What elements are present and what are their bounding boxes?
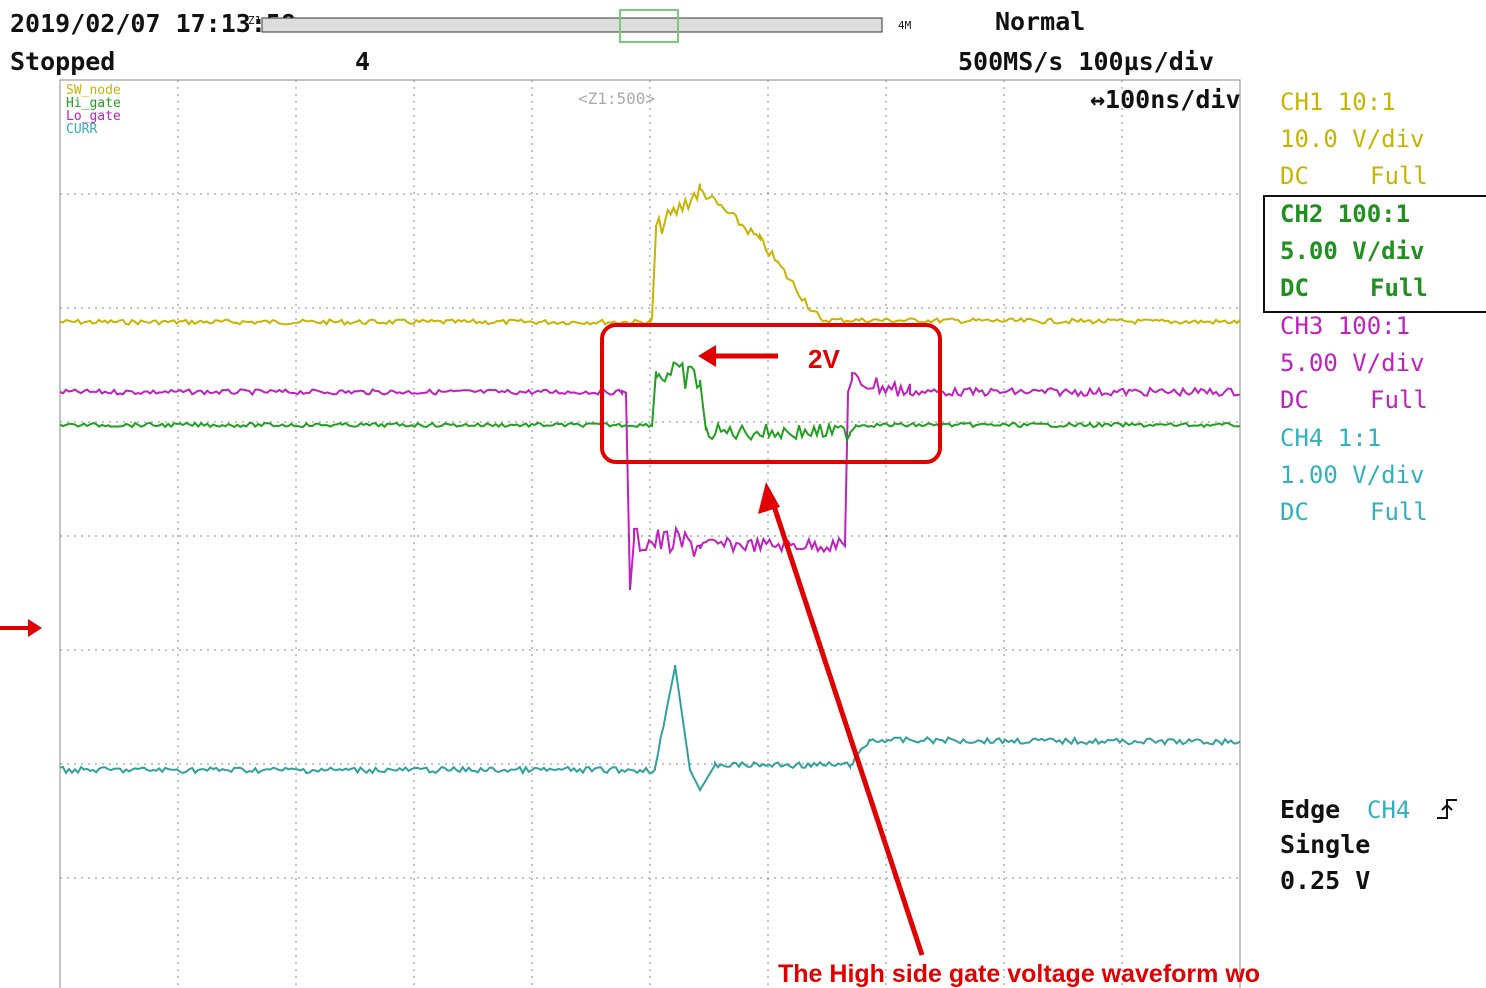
page: 2019/02/07 17:13:58 Z1 4M Normal Stopped… xyxy=(0,0,1486,988)
channel-name: CH4 1:1 xyxy=(1280,424,1381,452)
trigger-source: CH4 xyxy=(1367,796,1410,824)
note: The High side gate voltage waveform wo xyxy=(778,960,1260,988)
channel-bandwidth: Full xyxy=(1370,162,1428,190)
channel-scale: 10.0 V/div xyxy=(1280,125,1425,153)
channel-bandwidth: Full xyxy=(1370,498,1428,526)
trigger-type: Edge xyxy=(1280,795,1340,824)
record: 4 xyxy=(355,47,370,76)
channel-panel: CH1 10:1 10.0 V/div DC Full CH2 100:1 5.00 V/… xyxy=(1280,88,1428,526)
box-label: 2V xyxy=(808,344,840,374)
record-bar xyxy=(262,18,882,32)
trigger-mode: Normal xyxy=(995,7,1085,36)
zoom-label: <Z1:500> xyxy=(578,89,655,108)
scope-screen: 2019/02/07 17:13:58 Z1 4M Normal Stopped… xyxy=(0,0,1486,988)
channel-name: CH3 100:1 xyxy=(1280,312,1410,340)
channel-coupling: DC xyxy=(1280,162,1309,190)
channel-coupling: DC xyxy=(1280,498,1309,526)
channel-bandwidth: Full xyxy=(1370,274,1428,302)
channel-scale: 1.00 V/div xyxy=(1280,461,1425,489)
channel-coupling: DC xyxy=(1280,386,1309,414)
channel-coupling: DC xyxy=(1280,274,1309,302)
channel-bandwidth: Full xyxy=(1370,386,1428,414)
zoom-div: ↔100ns/div xyxy=(1090,85,1241,114)
memory: 4M xyxy=(898,19,912,32)
trigger-level: 0.25 V xyxy=(1280,866,1370,895)
sample-rate: 500MS/s 100µs/div xyxy=(958,47,1214,76)
arrow-head xyxy=(28,619,42,637)
zoom-tag: Z1 xyxy=(248,14,261,27)
channel-scale: 5.00 V/div xyxy=(1280,237,1425,265)
edge-icon xyxy=(1437,800,1457,818)
status: Stopped xyxy=(10,47,115,76)
channel-name: CH2 100:1 xyxy=(1280,200,1410,228)
channel-scale: 5.00 V/div xyxy=(1280,349,1425,377)
channel-name: CH1 10:1 xyxy=(1280,88,1396,116)
legend-entry: CURR xyxy=(66,122,97,137)
trigger-mode-single: Single xyxy=(1280,830,1370,859)
